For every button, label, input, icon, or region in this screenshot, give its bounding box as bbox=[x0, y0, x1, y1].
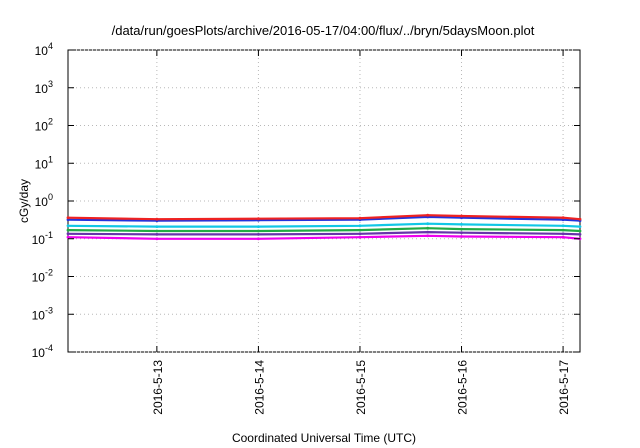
series-group bbox=[66, 213, 582, 241]
series-point bbox=[460, 227, 463, 231]
series-point bbox=[426, 213, 430, 217]
x-axis-ticks: 2016-5-13 2016-5-14 2016-5-15 2016-5-16 2016… bbox=[151, 50, 571, 415]
series-point bbox=[426, 230, 430, 234]
y-tick-label: 104 bbox=[35, 41, 53, 58]
y-tick-label: 10-4 bbox=[32, 343, 53, 360]
series-point bbox=[257, 237, 260, 241]
series-point bbox=[257, 225, 260, 229]
x-tick-label: 2016-5-15 bbox=[354, 360, 368, 415]
series-point bbox=[460, 235, 463, 238]
series-point bbox=[460, 223, 463, 226]
series-point bbox=[358, 228, 362, 232]
chart-title: /data/run/goesPlots/archive/2016-05-17/0… bbox=[112, 23, 535, 38]
series-point bbox=[66, 218, 70, 222]
x-tick-label: 2016-5-14 bbox=[252, 360, 266, 415]
series-point bbox=[358, 232, 362, 236]
series-point bbox=[66, 228, 70, 232]
series-point bbox=[561, 218, 565, 222]
x-tick-label: 2016-5-13 bbox=[151, 360, 165, 415]
series-point bbox=[257, 229, 260, 233]
series-point bbox=[460, 214, 463, 218]
series-point bbox=[426, 226, 430, 230]
series-point bbox=[561, 232, 565, 236]
series-point bbox=[155, 233, 159, 236]
series-point bbox=[578, 225, 582, 229]
series-line bbox=[67, 222, 581, 228]
series-point bbox=[66, 232, 70, 236]
series-line bbox=[67, 214, 581, 221]
series-point bbox=[426, 222, 430, 226]
series-point bbox=[257, 217, 260, 221]
y-axis-ticks: 104 103 102 101 100 10-1 10-2 10-3 10-4 bbox=[32, 41, 580, 360]
y-tick-label: 10-2 bbox=[32, 268, 53, 285]
series-point bbox=[155, 225, 159, 229]
series-point bbox=[561, 235, 565, 239]
series-line bbox=[67, 227, 581, 233]
x-tick-label: 2016-5-16 bbox=[456, 360, 470, 415]
series-point bbox=[257, 233, 260, 236]
series-line bbox=[67, 231, 581, 236]
series-point bbox=[561, 228, 565, 232]
series-point bbox=[66, 235, 70, 239]
y-tick-label: 100 bbox=[35, 192, 53, 209]
y-axis-label: cGy/day bbox=[17, 179, 31, 223]
series-point bbox=[578, 233, 582, 236]
grid bbox=[68, 49, 580, 353]
series-point bbox=[66, 216, 70, 220]
series-point bbox=[460, 231, 463, 235]
series-point bbox=[561, 224, 565, 228]
series-line bbox=[67, 234, 581, 240]
series-point bbox=[358, 224, 362, 228]
series-point bbox=[426, 234, 430, 238]
y-tick-label: 101 bbox=[35, 154, 53, 171]
series-point bbox=[155, 217, 159, 221]
x-tick-label: 2016-5-17 bbox=[557, 360, 571, 415]
y-tick-label: 10-1 bbox=[32, 230, 53, 247]
series-point bbox=[66, 224, 70, 228]
series-point bbox=[358, 235, 362, 239]
series-point bbox=[578, 229, 582, 233]
y-tick-label: 10-3 bbox=[32, 305, 53, 322]
series-point bbox=[155, 237, 159, 241]
x-axis-label: Coordinated Universal Time (UTC) bbox=[232, 431, 416, 445]
series-line bbox=[67, 215, 581, 222]
series-point bbox=[561, 216, 565, 220]
y-tick-label: 103 bbox=[35, 79, 53, 96]
series-point bbox=[578, 217, 582, 221]
series-point bbox=[155, 229, 159, 233]
series-point bbox=[358, 216, 362, 220]
y-tick-label: 102 bbox=[35, 117, 53, 134]
